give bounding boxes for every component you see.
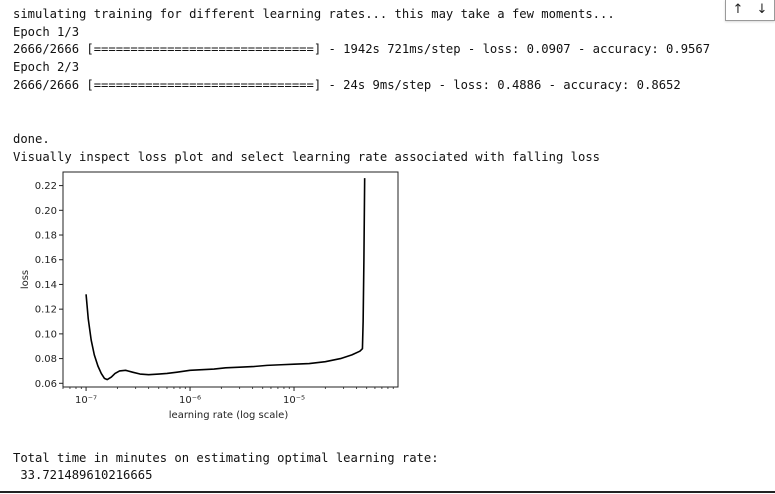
plot-frame	[62, 171, 399, 388]
epoch-2-label: Epoch 2/3	[13, 60, 80, 74]
arrow-up-icon[interactable]: ↑	[732, 2, 744, 17]
epoch-2-progress: 2666/2666 [=============================…	[13, 78, 681, 92]
epoch-1-progress: 2666/2666 [=============================…	[13, 42, 711, 56]
y-tick-label: 0.16	[35, 255, 57, 266]
loss-plot: 0.06 0.08 0.10 0.12 0.14 0.16 0.18 0.20 0.22 10⁻…	[20, 171, 399, 421]
total-time-value: 33.721489610216665	[13, 468, 153, 482]
x-ticks	[62, 387, 394, 391]
y-tick-label: 0.22	[35, 181, 57, 192]
arrow-down-icon[interactable]: ↓	[756, 2, 768, 17]
y-axis-label: loss	[20, 270, 31, 289]
x-tick-labels: 10⁻⁷ 10⁻⁶ 10⁻⁵	[75, 395, 305, 406]
epoch-1-label: Epoch 1/3	[13, 25, 80, 39]
output-scroll-toolbar: ↑ ↓	[725, 0, 775, 21]
y-tick-label: 0.20	[35, 206, 57, 217]
y-tick-label: 0.14	[35, 280, 57, 291]
y-tick-label: 0.06	[35, 379, 57, 390]
y-ticks	[59, 185, 63, 384]
x-tick-label: 10⁻⁶	[179, 395, 201, 406]
y-tick-label: 0.12	[35, 305, 57, 316]
inspect-instruction: Visually inspect loss plot and select le…	[13, 150, 600, 164]
x-tick-label: 10⁻⁷	[75, 395, 97, 406]
loss-line	[85, 178, 366, 381]
done-message: done.	[13, 132, 50, 146]
cell-bottom-border	[0, 491, 775, 493]
status-output-line: simulating training for different learni…	[13, 7, 615, 21]
x-axis-label: learning rate (log scale)	[169, 410, 289, 421]
y-tick-label: 0.08	[35, 354, 57, 365]
total-time-label: Total time in minutes on estimating opti…	[13, 451, 439, 465]
y-tick-label: 0.10	[35, 329, 57, 340]
x-tick-label: 10⁻⁵	[283, 395, 305, 406]
y-tick-label: 0.18	[35, 231, 57, 242]
y-tick-labels: 0.06 0.08 0.10 0.12 0.14 0.16 0.18 0.20 0.22	[35, 181, 57, 390]
